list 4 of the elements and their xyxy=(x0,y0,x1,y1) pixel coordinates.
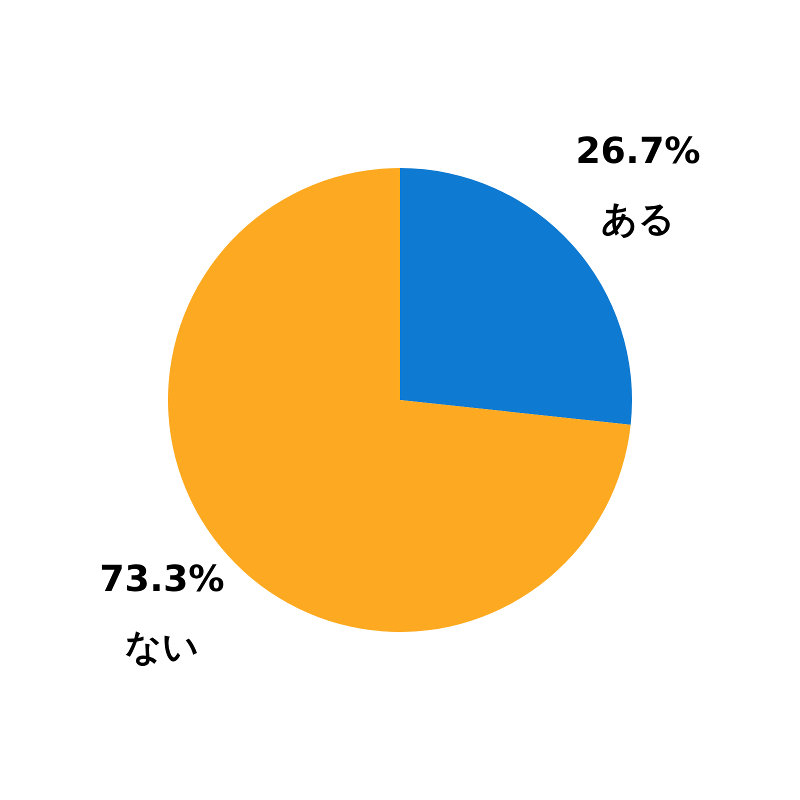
data-label: 26.7% xyxy=(576,131,700,172)
data-label: 73.3% xyxy=(100,558,224,600)
slice-label: ない xyxy=(124,626,199,668)
slice-label: ある xyxy=(601,199,676,240)
